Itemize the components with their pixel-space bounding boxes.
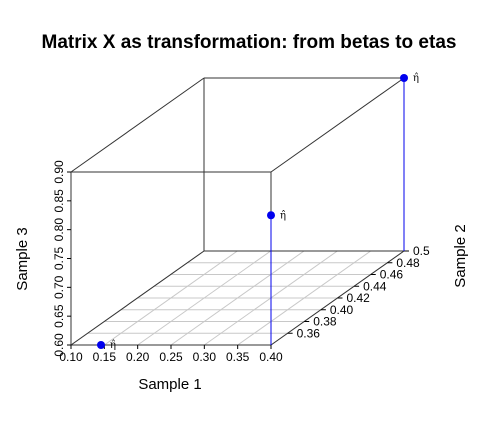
point-label: η̂ [413,73,419,84]
y-tick-label: 0.40 [330,303,354,317]
z-tick-label: 0.80 [52,218,66,242]
x-axis-label: Sample 1 [138,376,201,393]
z-axis-label: Sample 3 [14,227,31,290]
z-tick-label: 0.70 [52,275,66,299]
y-tick-label: 0.44 [363,279,387,293]
z-tick-label: 0.90 [52,160,66,184]
point-label: η̂ [110,340,116,351]
x-tick-label: 0.15 [93,350,117,364]
z-axis-ticks: 0.60 0.65 0.70 0.75 0.80 0.85 0.90 [52,160,71,357]
z-tick-label: 0.85 [52,189,66,213]
y-tick-label: 0.36 [297,326,321,340]
x-tick-label: 0.20 [126,350,150,364]
x-tick-label: 0.35 [226,350,250,364]
y-tick-label: 0.46 [380,268,404,282]
data-point [400,74,408,82]
point-label: η̂ [280,210,286,221]
y-axis-label: Sample 2 [452,224,469,287]
data-point [267,211,275,220]
y-tick-label: 0.42 [347,291,371,305]
box-edge [270,77,405,173]
x-axis-ticks: 0.10 0.15 0.20 0.25 0.30 0.35 0.40 [59,345,283,364]
data-point [97,341,105,349]
z-tick-label: 0.65 [52,304,66,328]
data-points: η̂ η̂ η̂ [97,73,419,351]
y-tick-label: 0.5 [413,244,430,258]
box-edge [70,77,205,173]
chart-title: Matrix X as transformation: from betas t… [42,32,457,53]
z-tick-label: 0.60 [52,333,66,357]
y-axis-ticks: 0.360.380.400.420.440.460.480.5 [287,244,430,340]
x-tick-label: 0.25 [159,350,183,364]
x-tick-label: 0.10 [59,350,83,364]
y-tick-label: 0.38 [313,315,337,329]
y-tick-label: 0.48 [396,256,420,270]
x-tick-label: 0.40 [259,350,283,364]
x-tick-label: 0.30 [193,350,217,364]
box-edge [70,250,205,346]
z-tick-label: 0.75 [52,246,66,270]
